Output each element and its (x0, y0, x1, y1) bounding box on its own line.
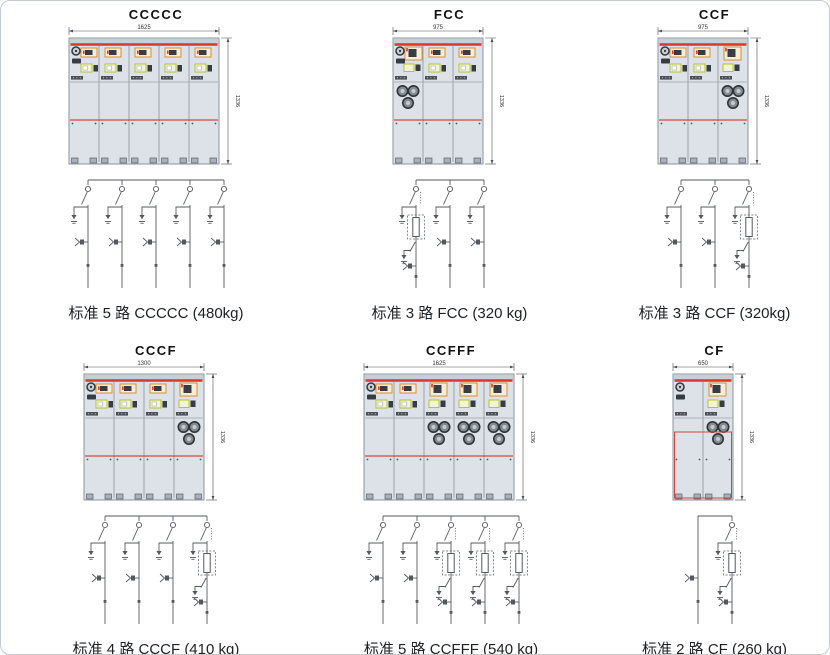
schematic-drawing (663, 174, 766, 294)
schematic-drawing (398, 174, 501, 294)
cabinet-drawing: 1625 1336 (64, 24, 248, 170)
unit-title: CCF (698, 7, 731, 22)
unit-ccf: CCF 975 1336 标准 3 路 CCF (320kg) (607, 3, 822, 323)
schematic-drawing (88, 510, 224, 630)
svg-text:1625: 1625 (432, 361, 446, 367)
cabinet-drawing: 1300 1336 (79, 360, 233, 506)
cabinet-drawing: 975 1336 (388, 24, 512, 170)
svg-text:1336: 1336 (529, 431, 535, 443)
svg-text:1625: 1625 (137, 25, 151, 31)
unit-caption: 标准 5 路 CCCCC (480kg) (68, 305, 244, 322)
unit-ccccc: CCCCC 1625 1336 标准 5 路 CCCCC (480kg) (31, 3, 281, 323)
unit-title: CF (704, 343, 725, 358)
cabinet-drawing: 975 1336 (653, 24, 777, 170)
svg-text:1336: 1336 (498, 95, 504, 107)
svg-text:975: 975 (697, 25, 708, 31)
svg-text:1336: 1336 (234, 95, 240, 107)
schematic-drawing (71, 174, 241, 294)
cabinet-drawing: 650 1336 (668, 360, 762, 506)
unit-caption: 标准 4 路 CCCF (410 kg) (72, 641, 240, 655)
unit-title: CCFFF (425, 343, 477, 358)
svg-text:1336: 1336 (219, 431, 225, 443)
svg-text:975: 975 (432, 25, 443, 31)
unit-title: CCCF (134, 343, 178, 358)
svg-text:1300: 1300 (137, 361, 151, 367)
unit-caption: 标准 3 路 FCC (320 kg) (371, 305, 528, 322)
unit-cccf: CCCF 1300 1336 标准 4 路 CCCF (410 kg) (31, 339, 281, 655)
unit-caption: 标准 5 路 CCFFF (540 kg) (363, 641, 539, 655)
unit-caption: 标准 3 路 CCF (320kg) (638, 305, 791, 322)
unit-fcc: FCC 975 1336 标准 3 路 FCC (320 kg) (337, 3, 562, 323)
unit-ccfff: CCFFF 1625 1336 标准 5 路 CCFFF (540 kg) (331, 339, 571, 655)
unit-title: CCCCC (128, 7, 184, 22)
schematic-drawing (681, 510, 749, 630)
cabinet-drawing: 1625 1336 (359, 360, 543, 506)
unit-cf: CF 650 1336 标准 2 路 CF (260 kg) (607, 339, 822, 655)
svg-text:1336: 1336 (748, 431, 754, 443)
unit-title: FCC (433, 7, 466, 22)
svg-text:650: 650 (697, 361, 708, 367)
schematic-drawing (366, 510, 536, 630)
unit-caption: 标准 2 路 CF (260 kg) (641, 641, 788, 655)
svg-text:1336: 1336 (763, 95, 769, 107)
